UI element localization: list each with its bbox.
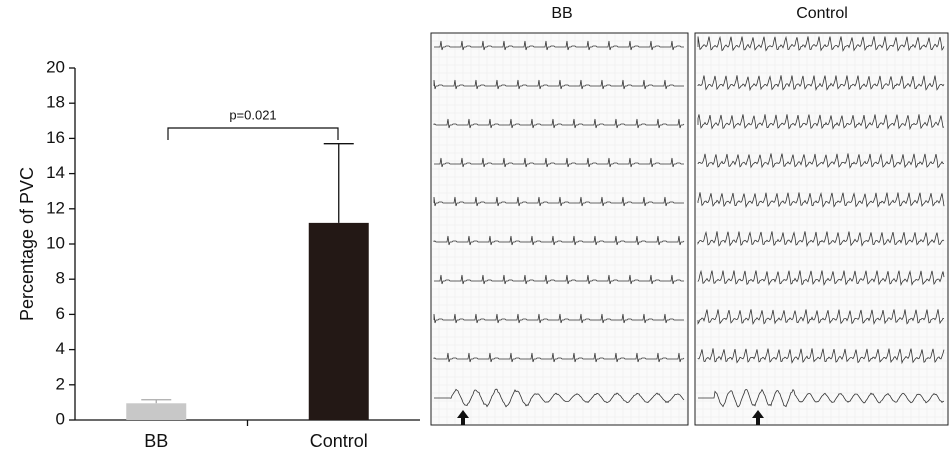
significance-bracket — [168, 128, 338, 140]
y-tick-label: 18 — [46, 93, 65, 112]
y-tick-label: 6 — [56, 304, 65, 323]
ecg-panels: BB Control — [431, 5, 948, 425]
panel-title: BB — [551, 5, 572, 22]
bar — [126, 403, 186, 420]
ecg-frame — [431, 33, 688, 425]
y-tick-label: 14 — [46, 163, 65, 182]
figure: Percentage of PVC p=0.021 0 2 4 6 8 10 12 14 16 1… — [0, 0, 949, 450]
x-tick-label: BB — [144, 431, 168, 450]
y-axis-label: Percentage of PVC — [17, 167, 37, 321]
y-tick-label: 16 — [46, 128, 65, 147]
y-tick-label: 8 — [56, 269, 65, 288]
y-tick-label: 12 — [46, 198, 65, 217]
panel-title: Control — [796, 5, 848, 22]
bar — [309, 223, 369, 420]
y-tick-label: 10 — [46, 233, 65, 252]
annotation: p=0.021 — [229, 107, 276, 122]
bar-chart: Percentage of PVC p=0.021 0 2 4 6 8 10 12 14 16 1… — [17, 57, 420, 450]
y-tick-label: 0 — [56, 409, 65, 428]
y-tick-label: 20 — [46, 57, 65, 76]
x-tick-label: Control — [310, 431, 368, 450]
ecg-frame — [695, 33, 948, 425]
y-tick-label: 4 — [56, 339, 65, 358]
y-tick-label: 2 — [56, 374, 65, 393]
